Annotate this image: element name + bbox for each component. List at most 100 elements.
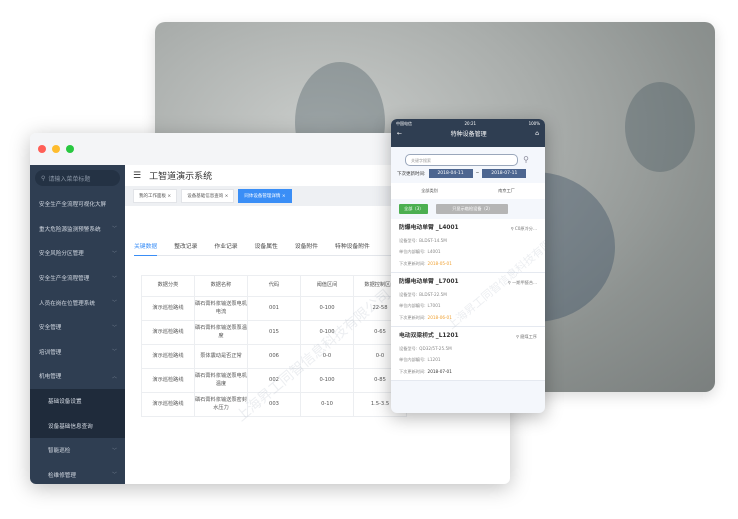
tab-label: 同体设备管理详情 (244, 194, 281, 199)
keyword-search-input[interactable]: 关键字搜索 (405, 154, 518, 166)
date-from[interactable]: 2018-04-11 (428, 169, 473, 178)
close-icon[interactable]: × (280, 194, 286, 199)
tab[interactable]: 设备基础信息查询 × (181, 189, 235, 203)
card-field: 设备型号: BLDST-22.5M (399, 289, 537, 301)
mobile-title: 特种设备管理 (450, 131, 487, 138)
location-text: 一期甲醛合... (512, 280, 537, 285)
field-label: 设备型号: (399, 237, 418, 243)
detail-tab[interactable]: 整改记录 (174, 244, 198, 250)
field-value: 2018-07-01 (427, 368, 452, 374)
field-label: 单位内部编号: (399, 357, 426, 362)
card-field: 设备型号: BLDST-14.5M (399, 235, 537, 247)
detail-tabs: 关键数据 整改记录 作业记录 设备属性 设备附件 特种设备附件 (134, 241, 510, 256)
column-header: 阈值区间 (300, 275, 354, 297)
table-cell: 磷石膏料浆输送泵电机温度 (194, 368, 248, 393)
equipment-card[interactable]: 防爆电动单臂 _L4001 ⚲ C0原冷分... 设备型号: BLDST-14.5M 单… (391, 219, 545, 273)
table-cell: 演示巡检路线 (141, 320, 195, 345)
chevron-up-icon: ︿ (111, 373, 117, 380)
column-header: 数据分类 (141, 275, 195, 297)
detail-tab[interactable]: 关键数据 (134, 241, 158, 256)
field-value: 2018-05-01 (427, 260, 452, 266)
sidebar-item[interactable]: 安全管理 ﹀ (30, 315, 125, 340)
table-cell: 001 (247, 296, 301, 321)
detail-tab[interactable]: 设备属性 (254, 244, 278, 250)
table-row: 演示巡检路线 泵体震动是否正常 006 0-0 0-0 (141, 344, 407, 369)
card-field: 下次更新时间: 2018-07-01 (399, 366, 537, 378)
table-cell: 0-100 (300, 320, 354, 345)
tab[interactable]: 同体设备管理详情 × (238, 189, 292, 203)
due-only-button[interactable]: 只显示临检设备（2） (436, 204, 509, 214)
close-icon[interactable]: × (223, 194, 229, 199)
table-cell: 0-0 (300, 344, 354, 369)
field-label: 下次更新时间: (399, 314, 426, 320)
detail-tab[interactable]: 特种设备附件 (335, 244, 370, 250)
chevron-down-icon: ﹀ (111, 226, 117, 233)
sidebar-item[interactable]: 重大危险源监测预警系统 ﹀ (30, 217, 125, 242)
equipment-card[interactable]: 防爆电动单臂 _L7001 ⚲ 一期甲醛合... 设备型号: BLDST-22.5M 单… (391, 273, 545, 327)
category-filter[interactable]: 全部类别 (421, 188, 438, 193)
sidebar-item[interactable]: 人员在岗在位管理系统 ﹀ (30, 290, 125, 315)
table-row: 演示巡检路线 磷石膏料浆输送泵电机电流 001 0-100 22-58 (141, 296, 407, 321)
field-label: 设备型号: (399, 291, 418, 297)
factory-filter[interactable]: 南京工厂 (498, 188, 515, 193)
date-to[interactable]: 2018-07-11 (482, 169, 527, 178)
field-value: L7001 (427, 303, 441, 308)
sidebar-item-label: 设备基础信息查询 (48, 423, 93, 430)
location: ⚲ 一期甲醛合... (508, 277, 537, 289)
location: ⚲ 磨煤工序 (516, 331, 537, 343)
field-label: 下次更新时间: (399, 260, 426, 266)
sidebar-subitem[interactable]: 基础设备设置 (30, 388, 125, 414)
chevron-down-icon: ﹀ (111, 472, 117, 479)
window-control-dot[interactable] (66, 145, 74, 153)
chevron-down-icon: ﹀ (111, 300, 117, 307)
chevron-down-icon: ﹀ (111, 275, 117, 282)
mobile-app: 中国电信 20:21 100% ← 特种设备管理 ⌂ 关键字搜索 ⚲ 下次更新时间: 20… (391, 119, 545, 413)
search-icon[interactable]: ⚲ (523, 155, 529, 164)
key-data-table: 数据分类 数据名称 代码 阈值区间 数据控制区间 演示巡检路线 磷石膏料浆输送泵电机电流 00… (141, 275, 407, 417)
home-icon[interactable]: ⌂ (535, 130, 539, 137)
sidebar-item[interactable]: 机电管理 ︿ (30, 364, 125, 389)
sidebar-item-label: 安全生产全流程管理 (39, 276, 90, 283)
field-value: BLDST-22.5M (419, 291, 447, 297)
sidebar-item[interactable]: 培训管理 ﹀ (30, 340, 125, 365)
card-title-row: 防爆电动单臂 _L4001 ⚲ C0原冷分... (399, 223, 537, 235)
card-field: 设备型号: QD32/5T-25.5M (399, 343, 537, 355)
sidebar-subitem[interactable]: 检维修管理 ﹀ (30, 463, 125, 484)
sidebar-item-label: 机电管理 (39, 374, 62, 381)
table-row: 演示巡检路线 磷石膏料浆输送泵泵温度 015 0-100 0-65 (141, 320, 407, 345)
sidebar-item[interactable]: 安全风险分区管理 ﹀ (30, 241, 125, 266)
card-field: 单位内部编号: L1201 (399, 354, 537, 366)
tab[interactable]: 我的工作面板 × (133, 189, 178, 203)
location-text: 磨煤工序 (520, 334, 537, 339)
close-icon[interactable]: × (166, 194, 172, 199)
sidebar-subitem[interactable]: 智能巡检 ﹀ (30, 438, 125, 463)
field-label: 单位内部编号: (399, 249, 426, 254)
field-value: L1201 (427, 357, 441, 362)
location-pin-icon: ⚲ (515, 334, 521, 339)
field-label: 下次更新时间: (399, 368, 426, 374)
location-text: C0原冷分... (514, 226, 537, 231)
table-cell: 磷石膏料浆输送泵泵温度 (194, 320, 248, 345)
table-cell: 演示巡检路线 (141, 344, 195, 369)
sidebar-subitem[interactable]: 设备基础信息查询 (30, 413, 125, 438)
all-button[interactable]: 全部（3） (399, 204, 429, 214)
detail-tab[interactable]: 设备附件 (294, 244, 319, 250)
window-control-dot[interactable] (38, 145, 46, 153)
column-header: 数据名称 (194, 275, 248, 297)
card-field: 单位内部编号: L4001 (399, 246, 537, 258)
detail-tab[interactable]: 作业记录 (214, 244, 238, 250)
equipment-card[interactable]: 电动双梁桥式 _L1201 ⚲ 磨煤工序 设备型号: QD32/5T-25.5M 单位内… (391, 327, 545, 381)
table-cell: 006 (247, 344, 301, 369)
page-title: 工智道演示系统 (149, 172, 213, 182)
sidebar-item[interactable]: 安全生产全流程可视化大屏 (30, 192, 125, 217)
chevron-down-icon: ﹀ (111, 324, 117, 331)
window-control-dot[interactable] (52, 145, 60, 153)
search-icon: ⚲ (41, 174, 46, 182)
hamburger-icon[interactable]: ☰ (133, 170, 142, 181)
table-cell: 015 (247, 320, 301, 345)
back-icon[interactable]: ← (397, 130, 403, 137)
table-cell: 泵体震动是否正常 (194, 344, 248, 369)
chevron-down-icon: ﹀ (111, 447, 117, 454)
sidebar-item[interactable]: 安全生产全流程管理 ﹀ (30, 266, 125, 291)
menu-search-input[interactable]: ⚲ 请输入菜单标题 (35, 170, 120, 186)
